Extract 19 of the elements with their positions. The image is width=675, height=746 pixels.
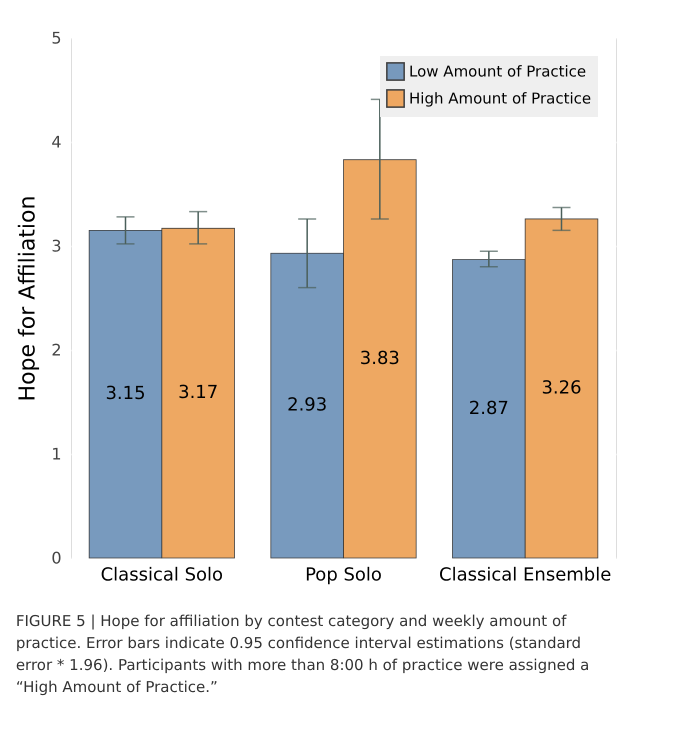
y-tick-label: 2: [51, 340, 62, 360]
y-tick-label: 4: [51, 132, 62, 152]
data-label: 3.15: [105, 383, 146, 404]
x-tick-label: Classical Ensemble: [439, 564, 612, 586]
y-tick-label: 1: [51, 444, 62, 464]
caption: FIGURE 5 | Hope for affiliation by contest category and weekly amount of practice. Error bars indicate 0.95 confidence interval estimations (standard error * 1.96). Participants with more than 8:00 h of practice were assigned a “High Amount of Practice.”: [16, 612, 590, 696]
y-tick-label: 5: [51, 28, 62, 48]
data-label: 3.17: [178, 382, 218, 404]
y-axis-title: Hope for Affiliation: [15, 196, 40, 402]
x-tick-label: Classical Solo: [100, 564, 224, 586]
data-label: 2.87: [468, 398, 509, 419]
data-label: 3.26: [541, 377, 582, 398]
x-tick-label: Pop Solo: [305, 564, 382, 586]
y-tick-label: 3: [51, 236, 62, 256]
legend-label: High Amount of Practice: [409, 90, 592, 108]
legend-label: Low Amount of Practice: [409, 62, 586, 80]
y-tick-label: 0: [51, 548, 62, 568]
data-label: 3.83: [360, 348, 400, 369]
data-label: 2.93: [287, 394, 328, 416]
